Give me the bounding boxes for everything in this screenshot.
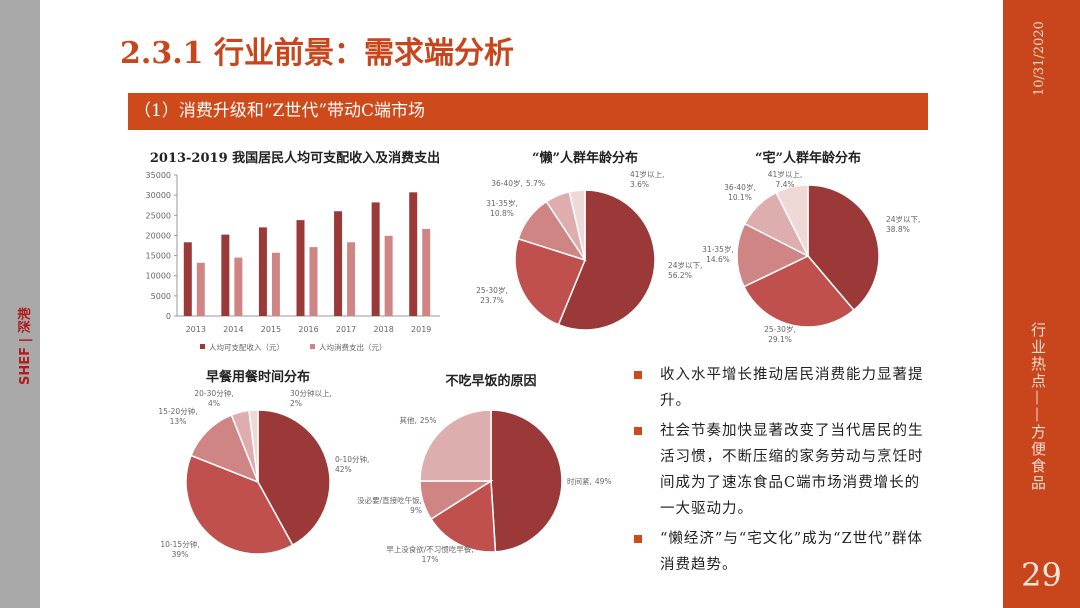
y-tick-label: 25000 [146,211,171,220]
bullet-item: “懒经济”与“宅文化”成为“Z世代”群体消费趋势。 [632,526,932,578]
pie-label: 36-40岁, 5.7% [491,178,545,188]
section-banner: （1）消费升级和“Z世代”带动C端市场 [128,93,928,130]
bar-2017-0 [334,211,343,316]
pie-label: 24岁以下, 38.8% [886,214,920,234]
bar-2018-1 [384,235,393,316]
pie-slice [775,184,809,257]
bullet-text: “懒经济”与“宅文化”成为“Z世代”群体消费趋势。 [660,531,924,573]
bullet-list: 收入水平增长推动居民消费能力显著提升。 社会节奏加快显著改变了当代居民的生活习惯… [632,362,932,582]
x-tick-label: 2014 [223,325,243,334]
page-number: 29 [1021,556,1062,594]
pie-home-title: “宅”人群年龄分布 [755,151,861,166]
x-tick-label: 2016 [298,325,318,334]
y-tick-label: 0 [166,312,171,321]
pie-label: 31-35岁, 10.8% [486,198,518,218]
bullet-square-icon [634,371,642,379]
pie-label: 36-40岁, 10.1% [724,182,756,202]
bar-2019-0 [409,192,418,316]
pie-label: 24岁以下, 56.2% [668,260,702,280]
legend-swatch [200,344,205,349]
bullet-square-icon [634,427,642,435]
y-tick-label: 35000 [146,171,171,180]
pie-label: 时间紧, 49% [567,476,612,486]
bullet-item: 社会节奏加快显著改变了当代居民的生活习惯，不断压缩的家务劳动与烹饪时间成为了速冻… [632,418,932,522]
bar-2014-1 [234,257,243,316]
pie-slice [430,479,497,553]
pie-slice [190,414,260,484]
pie-label: 15-20分钟, 13% [158,406,197,426]
y-tick-label: 10000 [146,272,171,281]
legend-swatch [310,344,315,349]
bullet-square-icon [634,535,642,543]
bullet-text: 社会节奏加快显著改变了当代居民的生活习惯，不断压缩的家务劳动与烹饪时间成为了速冻… [660,423,924,517]
bar-2013-1 [196,262,205,316]
bar-2019-1 [422,228,431,316]
right-sidebar [1003,0,1080,608]
pie-skip-breakfast-title: 不吃早饭的原因 [445,374,537,389]
slide-title: 2.3.1 行业前景：需求端分析 [120,36,514,71]
y-tick-label: 30000 [146,191,171,200]
pie-slice [514,237,587,326]
bar-2014-0 [221,234,230,316]
section-label: 行业热点——方便食品 [1029,322,1047,492]
pie-label: 41岁以上, 3.6% [630,169,664,189]
pie-slice [257,409,331,547]
pie-slice [807,184,880,312]
x-tick-label: 2019 [411,325,431,334]
pie-slice [490,409,563,553]
pie-slice [736,222,810,288]
bar-2015-0 [258,227,267,316]
bar-2013-0 [183,242,192,316]
pie-label: 41岁以上, 7.4% [768,169,802,189]
pie-label: 25-30岁, 29.1% [764,324,796,344]
legend-label: 人均消费支出（元） [319,342,387,352]
x-tick-label: 2018 [373,325,393,334]
pie-breakfast-time-title: 早餐用餐时间分布 [205,370,311,385]
left-sidebar: SHEF | 深港 [0,0,40,608]
pie-label: 25-30岁, 23.7% [476,285,508,305]
pie-label: 0-10分钟, 42% [335,454,369,474]
bar-2015-1 [271,252,280,316]
pie-label: 30分钟以上, 2% [290,388,332,408]
bar-2016-1 [309,247,318,316]
y-tick-label: 15000 [146,252,171,261]
bullet-item: 收入水平增长推动居民消费能力显著提升。 [632,362,932,414]
bar-2016-0 [296,220,305,316]
pie-label: 早上没食欲/不习惯吃早餐, 17% [386,544,473,564]
pie-lazy-title: “懒”人群年龄分布 [532,151,638,166]
pie-slice [419,409,492,482]
bar-2017-1 [347,242,356,316]
bar-chart-title: 2013-2019 我国居民人均可支配收入及消费支出 [149,151,441,166]
pie-label: 20-30分钟, 4% [194,388,233,408]
pie-label: 其他, 25% [399,415,436,425]
legend-label: 人均可支配收入（元） [209,342,284,352]
x-tick-label: 2015 [261,325,281,334]
y-tick-label: 20000 [146,231,171,240]
pie-slice [248,409,259,483]
pie-slice [568,189,586,261]
pie-slice [185,454,294,555]
pie-label: 10-15分钟, 39% [160,539,199,559]
x-tick-label: 2017 [336,325,356,334]
y-tick-label: 5000 [151,292,171,301]
x-tick-label: 2013 [186,325,206,334]
bullet-text: 收入水平增长推动居民消费能力显著提升。 [660,367,924,409]
pie-slice [557,189,656,331]
pie-label: 没必要/直接吃午饭, 9% [357,495,422,515]
bar-2018-0 [371,202,380,316]
pie-label: 31-35岁, 14.6% [702,244,734,264]
